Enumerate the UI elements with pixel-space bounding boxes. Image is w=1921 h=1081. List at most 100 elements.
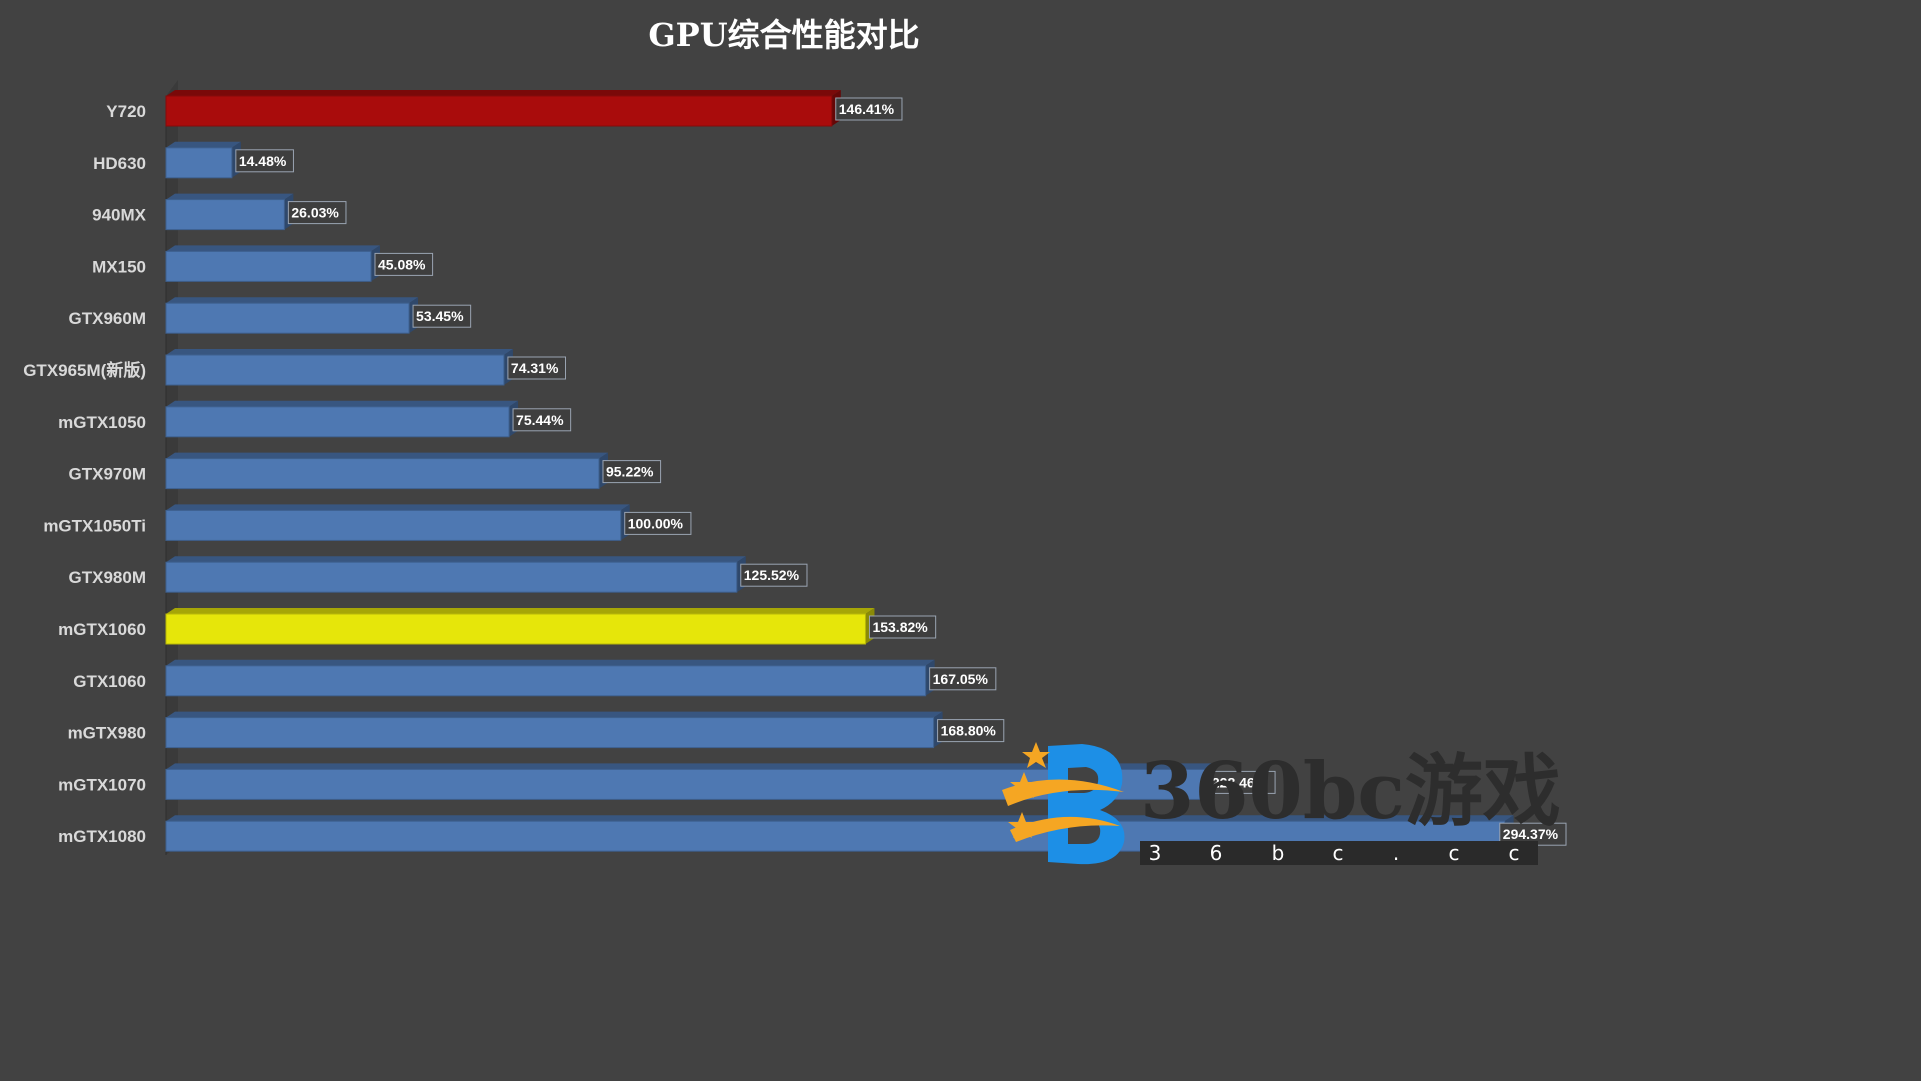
- bar-row: mGTX980 168.80%: [68, 711, 1005, 749]
- data-label-box: [374, 252, 434, 276]
- bar-row: GTX960M 53.45%: [69, 297, 472, 334]
- watermark: 360bc游戏 3 6 b c. c c: [1002, 742, 1561, 865]
- category-label: GTX970M: [69, 465, 146, 484]
- watermark-sub-letter: b: [1272, 841, 1285, 865]
- bar-row: GTX980M 125.52%: [69, 556, 808, 593]
- category-label: mGTX1070: [58, 775, 146, 794]
- category-label: mGTX1060: [58, 620, 146, 639]
- watermark-sub-bar: [1140, 841, 1538, 865]
- category-label: MX150: [92, 257, 146, 276]
- category-label: GTX960M: [69, 309, 146, 328]
- data-label-box: [512, 408, 572, 432]
- bar-top-face: [166, 815, 1514, 822]
- bar-row: GTX1060 167.05%: [73, 659, 997, 697]
- category-label: mGTX1050Ti: [43, 516, 146, 535]
- watermark-brand-text: 360bc游戏: [1140, 746, 1561, 837]
- watermark-sub-letter: 3: [1149, 841, 1162, 865]
- bar: [165, 665, 927, 697]
- bar-top-face: [166, 556, 746, 563]
- category-label: HD630: [93, 154, 146, 173]
- category-label: GTX980M: [69, 568, 146, 587]
- data-label-box: [740, 563, 808, 587]
- data-label-box: [235, 149, 294, 173]
- bar-row: mGTX1060 153.82%: [58, 608, 937, 645]
- bar-top-face: [166, 504, 630, 511]
- category-label: 940MX: [92, 206, 147, 225]
- bar: [165, 302, 410, 334]
- data-label-box: [624, 511, 692, 535]
- bar-top-face: [166, 711, 943, 718]
- data-label-box: [412, 304, 472, 328]
- category-label: Y720: [106, 102, 146, 121]
- bar-row: mGTX1080 294.37%: [58, 815, 1567, 852]
- category-label: GTX965M(新版): [23, 360, 146, 380]
- data-label: 125.52%: [744, 567, 800, 583]
- category-label: mGTX980: [68, 724, 146, 743]
- bar-row: GTX965M(新版) 74.31%: [23, 349, 567, 386]
- data-label: 26.03%: [291, 205, 339, 221]
- bar-top-face: [166, 659, 935, 666]
- data-label-box: [929, 667, 997, 691]
- data-label: 294.37%: [1503, 826, 1559, 842]
- bar: [165, 561, 738, 593]
- category-label: GTX1060: [73, 672, 146, 691]
- data-label: 14.48%: [239, 153, 287, 169]
- data-label-box: [835, 97, 903, 121]
- bar-chart: GPU综合性能对比 Y720 146.41% HD630 14.48% 940MX 26.…: [23, 16, 1567, 865]
- bar-row: mGTX1050 75.44%: [58, 400, 572, 438]
- category-label: mGTX1080: [58, 827, 146, 846]
- bar: [165, 199, 285, 231]
- chart-stage: GPU综合性能对比 Y720 146.41% HD630 14.48% 940MX 26.…: [23, 16, 1567, 865]
- data-label: 95.22%: [606, 464, 654, 480]
- bar: [165, 717, 935, 749]
- watermark-sub-letters: 3 6 b c. c c: [1149, 841, 1520, 865]
- bar-row: GTX970M 95.22%: [69, 452, 662, 490]
- brand-logo-icon: [1002, 742, 1125, 865]
- bar-top-face: [166, 245, 380, 252]
- bars-group: Y720 146.41% HD630 14.48% 940MX 26.03% MX150 45…: [23, 90, 1567, 852]
- bar-row: HD630 14.48%: [93, 141, 294, 179]
- bar: [165, 458, 600, 490]
- bar-row: Y720 146.41%: [106, 90, 903, 127]
- watermark-sub-letter: .: [1393, 841, 1399, 865]
- bar: [165, 509, 622, 541]
- data-label-box: [602, 460, 662, 484]
- watermark-sub-letter: c: [1333, 841, 1344, 865]
- bar-top-face: [166, 608, 875, 614]
- bar-top-face: [166, 297, 419, 304]
- bar: [165, 406, 510, 438]
- data-label-box: [937, 719, 1005, 743]
- data-label: 100.00%: [628, 515, 684, 531]
- data-label: 168.80%: [941, 723, 997, 739]
- data-label: 153.82%: [872, 619, 928, 635]
- data-label: 45.08%: [378, 256, 426, 272]
- data-label-box: [287, 201, 347, 225]
- watermark-sub-letter: 6: [1210, 841, 1223, 865]
- data-label: 228.46%: [1212, 774, 1268, 790]
- watermark-sub-letter: c: [1509, 841, 1520, 865]
- bar-top-face: [166, 90, 841, 96]
- bar-top-face: [166, 349, 513, 355]
- data-label-box: [1208, 770, 1276, 794]
- bar-row: mGTX1050Ti 100.00%: [43, 504, 692, 541]
- data-label: 53.45%: [416, 308, 464, 324]
- bar-top-face: [166, 400, 519, 407]
- bar: [165, 95, 833, 127]
- chart-title: GPU综合性能对比: [648, 16, 919, 54]
- data-label-box: [507, 356, 567, 380]
- bar-top-face: [166, 763, 1214, 770]
- bar-top-face: [166, 452, 608, 459]
- bar: [165, 147, 233, 179]
- bar-top-face: [166, 193, 294, 200]
- data-label: 146.41%: [839, 101, 895, 117]
- bar: [165, 354, 505, 386]
- bar-top-face: [166, 141, 241, 148]
- data-label-box: [868, 615, 937, 639]
- bar: [165, 250, 372, 282]
- data-label: 74.31%: [511, 360, 559, 376]
- bar: [165, 613, 866, 645]
- data-label: 167.05%: [933, 671, 989, 687]
- bar-row: MX150 45.08%: [92, 245, 434, 282]
- category-label: mGTX1050: [58, 413, 146, 432]
- bar-row: 940MX 26.03%: [92, 193, 347, 231]
